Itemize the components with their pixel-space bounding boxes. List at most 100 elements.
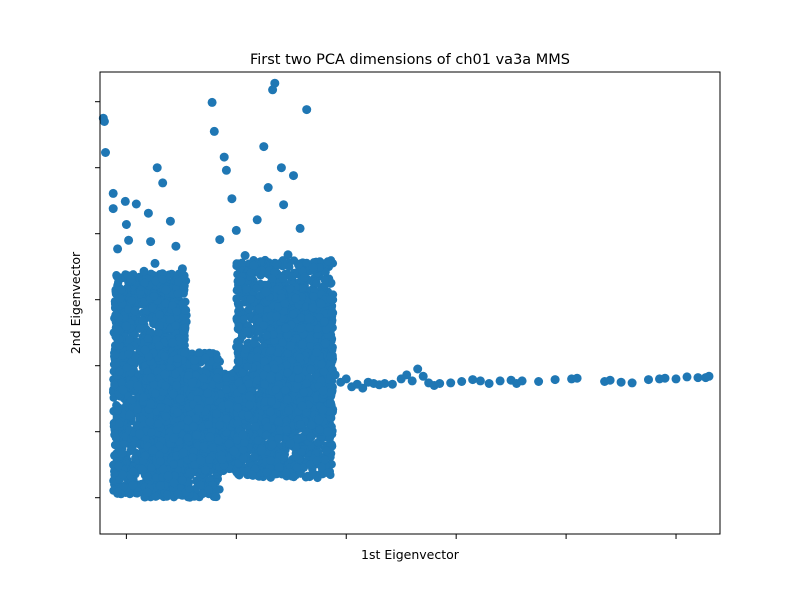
scatter-point-dense (278, 274, 288, 283)
scatter-point-dense (233, 284, 242, 294)
scatter-point-dense (160, 352, 169, 361)
scatter-point-dense (179, 289, 188, 298)
scatter-point-dense (125, 335, 134, 344)
scatter-point-dense (292, 463, 302, 472)
scatter-point-dense (138, 316, 147, 325)
scatter-point-dense (143, 334, 153, 343)
scatter-point-dense (124, 305, 133, 314)
scatter-point-dense (262, 468, 272, 477)
scatter-point-dense (250, 452, 259, 461)
scatter-point-dense (145, 417, 155, 427)
scatter-point-dense (174, 277, 183, 287)
scatter-point-dense (181, 323, 190, 333)
scatter-point-dense (154, 341, 164, 350)
scatter-point-dense (188, 453, 197, 462)
scatter-point-dense (158, 275, 167, 284)
scatter-point-dense (204, 420, 213, 429)
scatter-point-dense (183, 433, 192, 443)
scatter-point-dense (156, 457, 165, 466)
scatter-point-dense (115, 367, 124, 376)
scatter-point-dense (251, 422, 260, 431)
scatter-point-dense (151, 492, 160, 501)
scatter-point-dense (238, 445, 248, 454)
scatter-point-dense (281, 468, 291, 477)
scatter-point-dense (208, 443, 218, 452)
scatter-point-dense (122, 363, 131, 372)
scatter-point-dense (234, 322, 243, 331)
scatter-point-dense (140, 451, 150, 460)
scatter-point-dense (242, 285, 251, 294)
scatter-point-dense (320, 275, 329, 285)
scatter-point-dense (171, 369, 180, 379)
scatter-point-dense (173, 354, 182, 363)
scatter-point-dense (171, 321, 180, 330)
scatter-point-dense (148, 303, 157, 313)
scatter-point-dense (323, 257, 333, 266)
scatter-point-dense (205, 455, 214, 464)
scatter-point-dense (114, 461, 123, 471)
scatter-point-dense (222, 385, 231, 394)
scatter-point-dense (198, 489, 207, 499)
scatter-point-dense (244, 379, 253, 388)
scatter-point-dense (118, 470, 128, 480)
scatter-point-dense (213, 354, 222, 364)
scatter-point-dense (268, 440, 277, 450)
scatter-point-dense (189, 422, 198, 431)
scatter-point-dense (180, 348, 189, 357)
scatter-point-dense (173, 289, 182, 298)
scatter-point-dense (158, 269, 167, 278)
scatter-point-dense (266, 456, 275, 465)
scatter-point-dense (285, 262, 294, 272)
scatter-point-dense (169, 478, 179, 488)
scatter-point-dense (291, 452, 300, 461)
scatter-point-dense (139, 393, 148, 402)
scatter-point-dense (322, 446, 331, 456)
scatter-point-dense (154, 328, 163, 337)
scatter-point-dense (191, 414, 201, 423)
scatter-point-dense (240, 438, 249, 447)
scatter-point-dense (205, 396, 214, 405)
scatter-point-dense (151, 276, 160, 286)
scatter-point-dense (289, 472, 298, 482)
scatter-point-dense (179, 282, 188, 291)
scatter-point-dense (211, 492, 220, 502)
scatter-point-dense (178, 299, 188, 308)
scatter-point-dense (151, 389, 160, 398)
scatter-point-dense (178, 476, 187, 485)
scatter-point-dense (146, 328, 155, 337)
scatter-point-dense (249, 338, 259, 348)
scatter-point-dense (241, 345, 250, 354)
scatter-point-dense (147, 463, 156, 472)
scatter-point-dense (243, 411, 253, 420)
scatter-point-dense (172, 381, 181, 390)
scatter-point-dense (111, 433, 121, 442)
scatter-point-dense (166, 315, 175, 324)
scatter-point-dense (312, 456, 322, 465)
scatter-point-dense (288, 272, 297, 281)
scatter-point-dense (196, 480, 205, 490)
scatter-point-dense (253, 436, 263, 445)
scatter-point-dense (155, 310, 164, 320)
scatter-point-dense (146, 373, 156, 382)
scatter-point-dense (124, 349, 133, 359)
scatter-point-dense (214, 436, 223, 445)
scatter-point-dense (199, 442, 208, 451)
scatter-point-dense (161, 412, 171, 421)
scatter-point-dense (143, 472, 152, 482)
scatter-point-dense (232, 467, 241, 477)
scatter-point-dense (117, 378, 126, 388)
scatter-point-dense (237, 384, 247, 394)
scatter-point-dense (274, 434, 283, 443)
chart-title: First two PCA dimensions of ch01 va3a MM… (250, 52, 570, 68)
scatter-point-dense (154, 419, 163, 429)
scatter-point-dense (110, 351, 120, 360)
scatter-point-dense (127, 296, 136, 305)
scatter-point-dense (312, 279, 321, 288)
scatter-point-dense (212, 373, 222, 383)
scatter-point-dense (239, 454, 248, 463)
scatter-point-dense (161, 299, 170, 308)
scatter-point-dense (323, 468, 333, 478)
scatter-point-dense (111, 310, 120, 320)
scatter-point-dense (215, 421, 224, 430)
